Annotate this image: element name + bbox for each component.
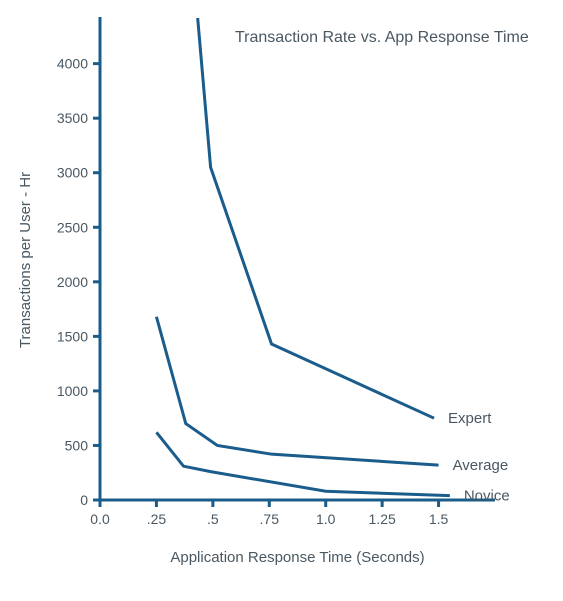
y-tick-label: 1500 — [57, 328, 88, 344]
y-tick-label: 4000 — [57, 56, 88, 72]
x-tick-label: 1.5 — [429, 511, 449, 527]
x-axis-title: Application Response Time (Seconds) — [170, 549, 424, 566]
y-axis-title: Transactions per User - Hr — [17, 172, 34, 348]
series-label-novice: Novice — [464, 488, 510, 505]
y-tick-label: 1000 — [57, 383, 88, 399]
x-tick-label: 1.0 — [316, 511, 336, 527]
series-average — [156, 317, 438, 465]
x-tick-label: 1.25 — [369, 511, 396, 527]
x-tick-label: .25 — [147, 511, 167, 527]
x-tick-label: 0.0 — [90, 511, 110, 527]
chart-title: Transaction Rate vs. App Response Time — [235, 29, 529, 46]
series-label-average: Average — [453, 457, 509, 474]
chart-svg: 0 500 1000 1500 2000 2500 3000 3500 4000 0.0 .25 .5… — [0, 0, 563, 601]
y-tick-label: 3500 — [57, 110, 88, 126]
y-tick-label: 0 — [80, 492, 88, 508]
transaction-rate-chart: 0 500 1000 1500 2000 2500 3000 3500 4000 0.0 .25 .5… — [0, 0, 563, 601]
x-tick-label: .5 — [207, 511, 219, 527]
y-tick-label: 2500 — [57, 219, 88, 235]
series-expert — [190, 0, 434, 418]
x-tick-label: .75 — [260, 511, 280, 527]
series-label-expert: Expert — [448, 410, 492, 427]
y-tick-label: 2000 — [57, 274, 88, 290]
y-tick-label: 500 — [65, 437, 89, 453]
y-tick-label: 3000 — [57, 165, 88, 181]
